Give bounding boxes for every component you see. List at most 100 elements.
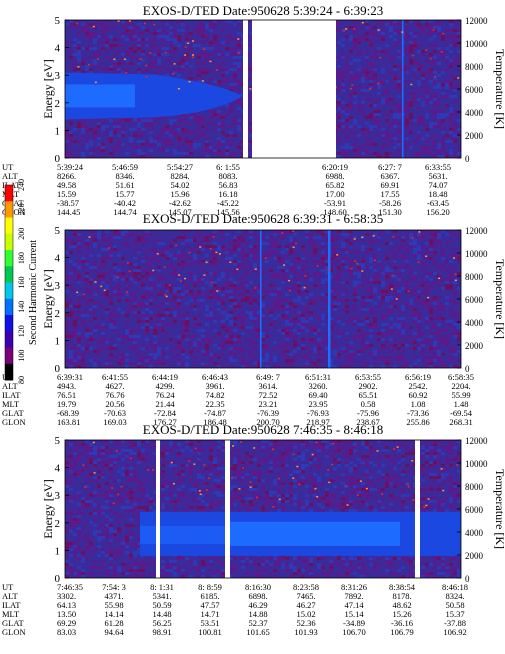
noise-cell — [101, 152, 105, 155]
noise-cell — [105, 326, 109, 329]
noise-cell — [241, 236, 245, 239]
noise-cell — [349, 452, 353, 455]
noise-cell — [165, 32, 169, 35]
noise-cell — [213, 122, 217, 125]
noise-cell — [401, 254, 405, 257]
noise-cell — [349, 260, 353, 263]
noise-cell — [417, 98, 421, 101]
noise-cell — [109, 458, 113, 461]
noise-cell — [373, 122, 377, 125]
noise-cell — [373, 440, 377, 443]
noise-cell — [185, 323, 189, 326]
noise-cell — [337, 275, 341, 278]
noise-cell — [105, 311, 109, 314]
noise-cell — [113, 308, 117, 311]
noise-cell — [73, 329, 77, 332]
noise-cell — [317, 296, 321, 299]
noise-cell — [249, 359, 253, 362]
noise-cell — [177, 335, 181, 338]
noise-cell — [317, 236, 321, 239]
noise-cell — [101, 35, 105, 38]
noise-cell — [277, 299, 281, 302]
noise-cell — [397, 293, 401, 296]
noise-cell — [413, 272, 417, 275]
noise-cell — [397, 314, 401, 317]
noise-cell — [361, 458, 365, 461]
noise-cell — [73, 269, 77, 272]
noise-cell — [93, 137, 97, 140]
noise-cell — [113, 149, 117, 152]
noise-cell — [341, 119, 345, 122]
noise-cell — [185, 320, 189, 323]
noise-cell — [105, 461, 109, 464]
noise-cell — [313, 263, 317, 266]
noise-cell — [137, 62, 141, 65]
noise-cell — [397, 290, 401, 293]
noise-cell — [201, 287, 205, 290]
noise-cell — [221, 131, 225, 134]
noise-cell — [437, 230, 441, 233]
noise-cell — [97, 50, 101, 53]
noise-cell — [377, 47, 381, 50]
noise-cell — [453, 335, 457, 338]
noise-dot — [353, 28, 355, 30]
noise-cell — [117, 452, 121, 455]
noise-cell — [81, 242, 85, 245]
noise-cell — [289, 446, 293, 449]
noise-cell — [341, 347, 345, 350]
noise-cell — [145, 68, 149, 71]
noise-cell — [385, 299, 389, 302]
noise-cell — [265, 251, 269, 254]
noise-cell — [437, 350, 441, 353]
noise-cell — [109, 299, 113, 302]
noise-cell — [133, 47, 137, 50]
noise-cell — [185, 128, 189, 131]
noise-cell — [185, 59, 189, 62]
noise-cell — [321, 251, 325, 254]
noise-cell — [101, 317, 105, 320]
noise-cell — [177, 287, 181, 290]
noise-cell — [189, 305, 193, 308]
noise-cell — [149, 143, 153, 146]
noise-cell — [377, 152, 381, 155]
noise-cell — [349, 272, 353, 275]
noise-cell — [217, 83, 221, 86]
noise-cell — [369, 242, 373, 245]
noise-cell — [453, 125, 457, 128]
noise-cell — [357, 251, 361, 254]
noise-cell — [409, 278, 413, 281]
noise-cell — [405, 137, 409, 140]
data-gap — [252, 20, 336, 158]
noise-cell — [441, 38, 445, 41]
noise-cell — [433, 245, 437, 248]
noise-cell — [133, 335, 137, 338]
noise-cell — [377, 263, 381, 266]
noise-cell — [353, 281, 357, 284]
noise-cell — [385, 155, 389, 158]
noise-cell — [193, 356, 197, 359]
noise-cell — [125, 50, 129, 53]
noise-cell — [197, 71, 201, 74]
noise-cell — [381, 71, 385, 74]
noise-cell — [421, 299, 425, 302]
noise-cell — [101, 281, 105, 284]
noise-cell — [453, 233, 457, 236]
noise-cell — [389, 305, 393, 308]
noise-cell — [433, 272, 437, 275]
noise-cell — [281, 443, 285, 446]
noise-cell — [77, 278, 81, 281]
noise-cell — [433, 353, 437, 356]
noise-cell — [357, 35, 361, 38]
noise-cell — [165, 38, 169, 41]
noise-cell — [349, 263, 353, 266]
noise-dot — [127, 262, 129, 264]
noise-cell — [433, 302, 437, 305]
noise-dot — [255, 268, 257, 270]
noise-cell — [193, 254, 197, 257]
noise-cell — [133, 32, 137, 35]
noise-cell — [357, 50, 361, 53]
noise-cell — [293, 272, 297, 275]
noise-cell — [201, 50, 205, 53]
noise-cell — [417, 245, 421, 248]
